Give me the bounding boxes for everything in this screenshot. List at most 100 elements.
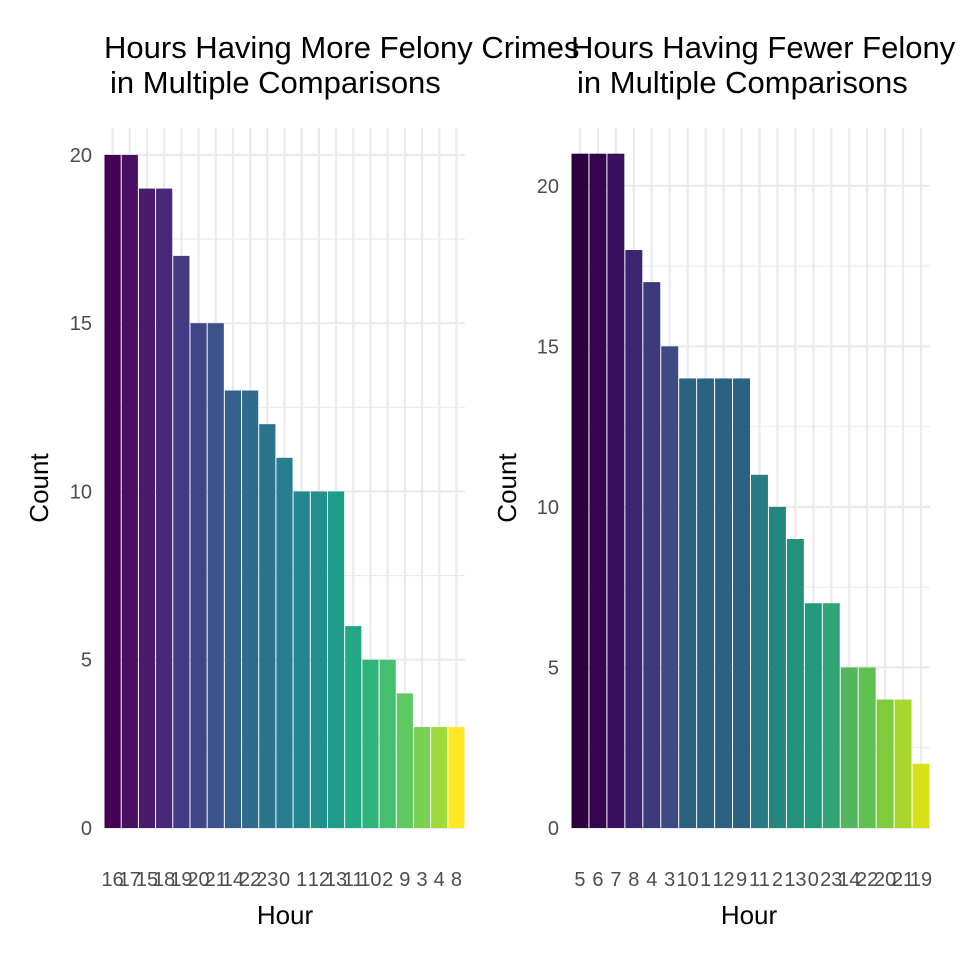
x-tick-label: 2 [382,869,393,891]
x-tick-label: 4 [646,869,657,891]
left-chart-title: Hours Having More Felony Crimes in Multi… [104,30,588,100]
bar-hour-22 [858,667,876,828]
bar-hour-8 [625,250,643,829]
right-chart-title: Hours Having Fewer Felony Crimes in Mult… [571,30,960,100]
bar-hour-10 [679,378,697,828]
bar-hour-11 [751,474,768,828]
right-y-axis-title: Count [492,453,522,523]
x-tick-label: 18 [153,869,175,891]
y-tick-label: 20 [70,145,92,167]
bar-hour-1 [293,491,310,828]
x-tick-label: 23 [820,869,842,891]
y-tick-label: 0 [548,818,559,840]
x-tick-label: 16 [101,869,123,891]
right-title-line-1: Hours Having Fewer Felony Crimes [571,30,960,65]
bar-hour-13 [327,491,345,828]
bar-hour-7 [607,153,625,828]
bar-hour-9 [396,693,413,828]
bar-hour-14 [840,667,858,828]
x-tick-label: 1 [700,869,711,891]
x-tick-label: 9 [736,869,747,891]
bar-hour-5 [571,153,589,828]
x-tick-label: 14 [838,869,860,891]
right-title-line-2: in Multiple Comparisons [577,65,908,100]
x-tick-label: 12 [308,869,330,891]
bar-hour-0 [804,603,822,828]
bar-hour-4 [431,727,448,828]
bar-hour-19 [912,763,930,828]
x-tick-label: 11 [343,869,364,891]
bar-hour-11 [345,626,362,828]
y-tick-label: 15 [70,313,92,335]
x-tick-label: 12 [712,869,734,891]
bar-hour-14 [224,390,242,828]
bar-hour-20 [190,323,207,828]
x-tick-label: 14 [222,869,244,891]
x-tick-label: 20 [187,869,209,891]
left-y-axis-title: Count [24,453,54,523]
bar-hour-21 [894,699,912,828]
y-tick-label: 5 [548,657,559,679]
bar-hour-18 [156,188,173,829]
bar-hour-23 [259,424,276,828]
y-tick-label: 5 [81,650,92,672]
bar-hour-12 [715,378,733,828]
x-tick-label: 9 [399,869,410,891]
bar-hour-3 [413,727,431,828]
x-tick-label: 6 [592,869,603,891]
bar-hour-23 [822,603,840,828]
bar-hour-12 [310,491,327,828]
bar-hour-16 [104,154,121,828]
x-tick-label: 8 [451,869,462,891]
bar-hour-21 [207,323,224,828]
bar-hour-3 [661,346,679,828]
bar-hour-19 [173,255,190,828]
y-tick-label: 15 [537,336,559,358]
left-title-line-2: in Multiple Comparisons [110,65,441,100]
x-tick-label: 10 [359,869,381,891]
x-tick-label: 13 [325,869,347,891]
y-tick-label: 20 [537,176,559,198]
left-bars [104,154,465,829]
bar-hour-20 [876,699,894,828]
bar-hour-4 [643,282,661,829]
x-tick-label: 2 [772,869,783,891]
x-tick-label: 7 [610,869,621,891]
x-tick-label: 22 [239,869,261,891]
x-tick-label: 1 [296,869,307,891]
x-tick-label: 8 [628,869,639,891]
bar-hour-2 [379,659,396,828]
x-tick-label: 21 [892,869,914,891]
y-tick-label: 10 [70,481,92,503]
right-bars [571,153,930,829]
x-tick-label: 22 [856,869,878,891]
bar-hour-8 [448,727,465,828]
right-gridlines [571,128,930,830]
x-tick-label: 3 [664,869,675,891]
x-tick-label: 13 [784,869,806,891]
bar-hour-13 [786,539,804,828]
x-tick-label: 19 [910,869,932,891]
bar-hour-2 [768,506,786,828]
x-tick-label: 0 [808,869,819,891]
x-tick-label: 4 [434,869,445,891]
bar-hour-22 [242,390,259,828]
x-tick-label: 19 [170,869,192,891]
x-tick-label: 5 [574,869,585,891]
right-y-ticks: 0 5 10 15 20 [537,176,559,840]
left-title-line-1: Hours Having More Felony Crimes [104,30,579,65]
bar-hour-10 [362,659,379,828]
right-x-axis-title: Hour [721,900,778,930]
bar-hour-9 [733,378,750,828]
bar-hour-6 [589,153,607,828]
x-tick-label: 11 [749,869,770,891]
x-tick-label: 10 [677,869,699,891]
x-tick-label: 0 [279,869,290,891]
x-tick-label: 15 [136,869,158,891]
x-tick-label: 20 [874,869,896,891]
bar-hour-15 [138,188,156,829]
